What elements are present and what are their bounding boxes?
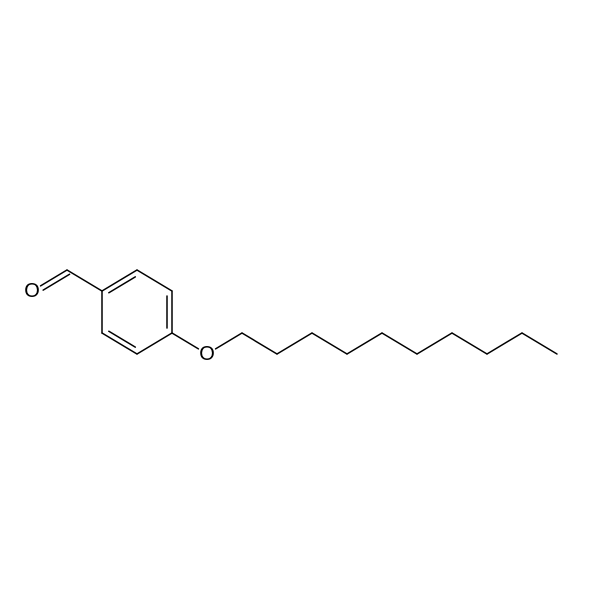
bond-line [102,270,137,291]
bond-line [102,333,137,354]
bond-line [137,333,172,354]
bond-line [216,333,242,349]
bond-line [172,333,198,349]
bond-line [417,333,452,354]
bond-line [312,333,347,354]
bond-line [137,270,172,291]
bond-line [67,270,102,291]
atom-label: O [199,343,215,365]
bond-line [242,333,277,354]
bond-line [382,333,417,354]
bond-line [277,333,312,354]
molecule-diagram: OO [0,0,600,600]
bond-line [452,333,487,354]
bond-line [487,333,522,354]
bond-line [522,333,557,354]
bond-line [347,333,382,354]
atom-label: O [24,280,40,302]
